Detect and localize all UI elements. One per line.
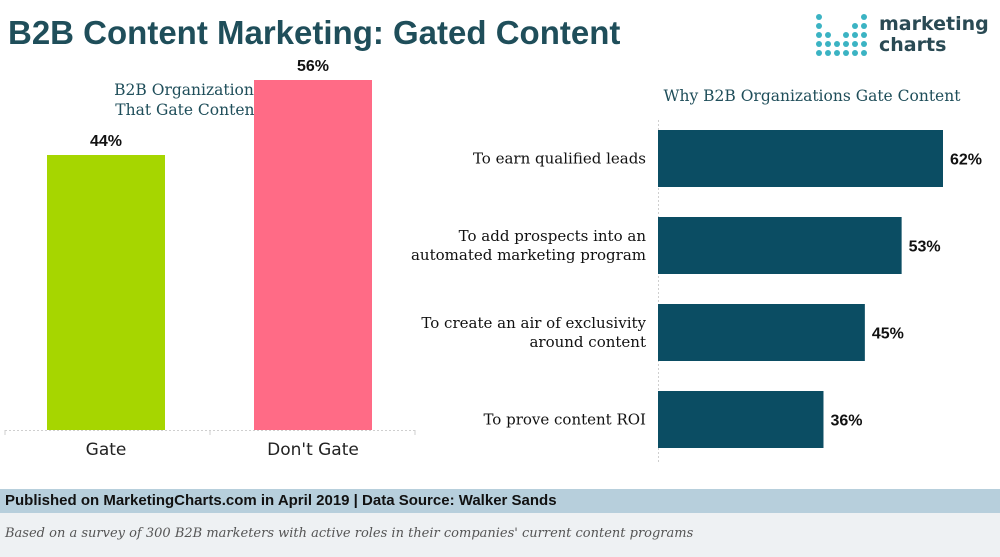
survey-note: Based on a survey of 300 B2B marketers w… <box>0 513 1000 557</box>
right-category-1-line-1: automated marketing program <box>411 246 646 264</box>
page-title: B2B Content Marketing: Gated Content <box>8 14 621 51</box>
right-bar-value-1: 53% <box>909 239 941 256</box>
right-chart-title: Why B2B Organizations Gate Content <box>664 87 962 105</box>
logo-dots-icon <box>816 14 867 56</box>
right-bar-1 <box>658 217 902 274</box>
charts-canvas: B2B Organizations That Gate Content 44% G… <box>4 58 982 462</box>
left-bar-0 <box>47 155 165 430</box>
logo-line2: charts <box>879 34 947 56</box>
left-category-0: Gate <box>86 440 127 460</box>
logo-line1: marketing <box>879 13 989 35</box>
right-bar-value-0: 62% <box>950 152 982 169</box>
right-bar-2 <box>658 304 865 361</box>
left-bar-chart: 44% Gate 56% Don't Gate <box>4 58 416 460</box>
source-footer: Published on MarketingCharts.com in Apri… <box>0 489 1000 513</box>
left-category-1: Don't Gate <box>267 440 359 460</box>
left-bar-value-1: 56% <box>297 58 329 75</box>
right-bar-value-2: 45% <box>872 326 904 343</box>
right-bar-chart: 62% To earn qualified leads 53% To add pros… <box>411 120 982 462</box>
left-chart-title-line1: B2B Organizations <box>114 81 262 99</box>
right-bar-0 <box>658 130 943 187</box>
marketingcharts-logo[interactable]: marketing charts <box>815 12 995 62</box>
right-bar-3 <box>658 391 824 448</box>
right-category-2-line-0: To create an air of exclusivity <box>421 314 646 332</box>
left-bar-value-0: 44% <box>90 133 122 150</box>
left-chart-title-line2: That Gate Content <box>115 101 261 119</box>
right-category-3-line-0: To prove content ROI <box>483 411 646 429</box>
right-category-0-line-0: To earn qualified leads <box>473 150 646 168</box>
source-text: Published on MarketingCharts.com in Apri… <box>5 492 557 509</box>
left-bar-1 <box>254 80 372 430</box>
right-bar-value-3: 36% <box>830 413 862 430</box>
note-text: Based on a survey of 300 B2B marketers w… <box>5 526 694 541</box>
right-category-1-line-0: To add prospects into an <box>459 227 647 245</box>
right-category-2-line-1: around content <box>529 333 646 351</box>
